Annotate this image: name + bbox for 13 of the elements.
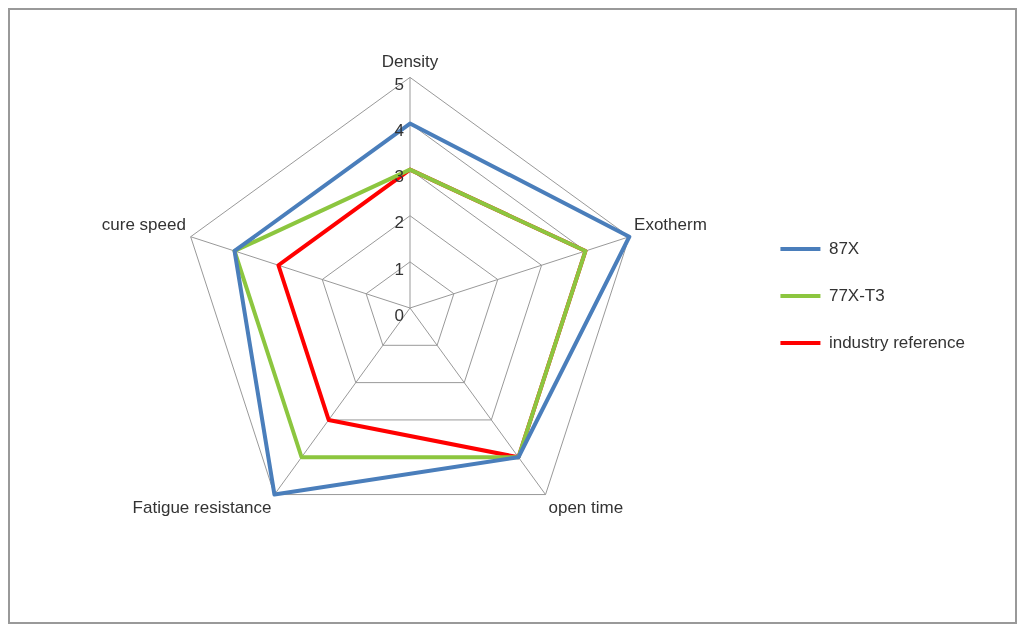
legend-label: industry reference (828, 332, 966, 352)
spoke-label: cure speed (101, 214, 186, 234)
y-tick-label: 3 (394, 167, 404, 187)
legend-label: 77X-T3 (828, 285, 885, 305)
spoke-label: Fatigue resistance (132, 498, 272, 518)
y-tick-label: 1 (394, 259, 404, 279)
legend-label: 87X (828, 238, 860, 258)
spoke-label: Density (381, 51, 439, 71)
y-tick-label: 0 (394, 305, 404, 325)
y-tick-label: 2 (394, 213, 404, 233)
y-tick-label: 5 (394, 75, 404, 95)
spoke-label: Exotherm (634, 214, 707, 234)
spoke-label: open time (548, 498, 624, 518)
